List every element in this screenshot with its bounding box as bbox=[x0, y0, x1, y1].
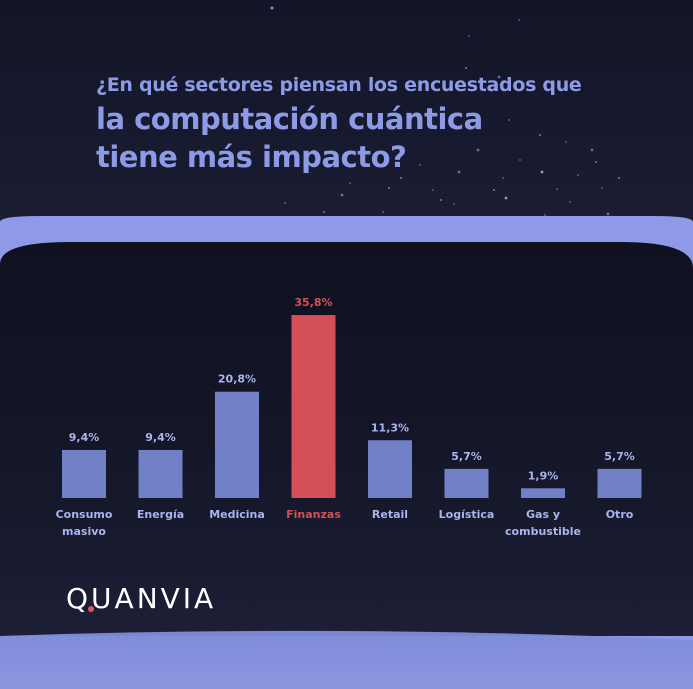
value-label: 9,4% bbox=[145, 431, 176, 444]
star-dot bbox=[465, 67, 467, 69]
category-label: Logística bbox=[439, 508, 495, 521]
category-label: Energía bbox=[137, 508, 184, 521]
star-dot bbox=[518, 19, 520, 21]
star-dot bbox=[544, 214, 546, 216]
category-label: Consumo bbox=[56, 508, 113, 521]
bar bbox=[138, 449, 183, 498]
value-label: 35,8% bbox=[294, 296, 332, 309]
star-dot bbox=[595, 161, 597, 163]
category-label: Medicina bbox=[209, 508, 265, 521]
title-line-1: ¿En qué sectores piensan los encuestados… bbox=[96, 74, 582, 96]
category-label: Finanzas bbox=[286, 508, 341, 521]
star-dot bbox=[577, 174, 579, 176]
chart-title: ¿En qué sectores piensan los encuestados… bbox=[96, 70, 656, 176]
star-dot bbox=[556, 188, 558, 190]
star-dot bbox=[569, 201, 571, 203]
star-dot bbox=[476, 148, 480, 152]
value-label: 11,3% bbox=[371, 421, 409, 434]
value-label: 5,7% bbox=[451, 450, 482, 463]
star-dot bbox=[502, 177, 504, 179]
bar bbox=[291, 315, 336, 498]
star-dot bbox=[540, 170, 544, 174]
star-dot bbox=[453, 203, 455, 205]
star-dot bbox=[284, 202, 286, 204]
star-dot bbox=[493, 189, 495, 191]
bar bbox=[215, 391, 259, 498]
star-dot bbox=[468, 35, 470, 37]
star-dot bbox=[606, 212, 610, 216]
category-label: masivo bbox=[62, 525, 106, 538]
star-dot bbox=[457, 170, 461, 174]
bottom-band bbox=[0, 630, 693, 689]
bar bbox=[62, 449, 106, 498]
category-label: Otro bbox=[606, 508, 634, 521]
logo-dot-icon bbox=[88, 606, 94, 612]
star-dot bbox=[565, 141, 567, 143]
category-label: combustible bbox=[505, 525, 581, 538]
value-label: 1,9% bbox=[528, 469, 559, 482]
star-dot bbox=[539, 134, 541, 136]
star-dot bbox=[508, 119, 510, 121]
star-dot bbox=[400, 177, 402, 179]
star-dot bbox=[519, 159, 521, 161]
star-dot bbox=[440, 199, 442, 201]
bar bbox=[444, 468, 489, 498]
title-line-2: la computación cuántica bbox=[96, 102, 483, 136]
star-dot bbox=[590, 148, 594, 152]
title-line-3: tiene más impacto? bbox=[96, 140, 407, 174]
star-dot bbox=[618, 177, 620, 179]
bar bbox=[597, 468, 642, 498]
bar bbox=[368, 440, 412, 498]
star-dot bbox=[382, 211, 384, 213]
star-dot bbox=[432, 189, 434, 191]
category-label: Gas y bbox=[526, 508, 560, 521]
star-dot bbox=[419, 164, 421, 166]
star-dot bbox=[349, 182, 351, 184]
bar-chart: 9,4% Consumo masivo 9,4% Energía 20,8% Medicin… bbox=[0, 216, 693, 689]
star-dot bbox=[497, 75, 501, 79]
star-dot bbox=[601, 187, 603, 189]
bar bbox=[521, 488, 565, 498]
star-dot bbox=[340, 193, 344, 197]
value-label: 5,7% bbox=[604, 450, 635, 463]
screen bbox=[0, 242, 693, 636]
chart-frame: 9,4% Consumo masivo 9,4% Energía 20,8% Medicin… bbox=[0, 216, 693, 689]
star-dot bbox=[504, 196, 508, 200]
category-label: Retail bbox=[372, 508, 408, 521]
quanvia-logo: QUANVIA bbox=[66, 582, 216, 615]
star-dot bbox=[270, 6, 274, 10]
value-label: 20,8% bbox=[218, 373, 256, 386]
star-dot bbox=[323, 211, 325, 213]
star-dot bbox=[388, 187, 390, 189]
value-label: 9,4% bbox=[69, 431, 100, 444]
